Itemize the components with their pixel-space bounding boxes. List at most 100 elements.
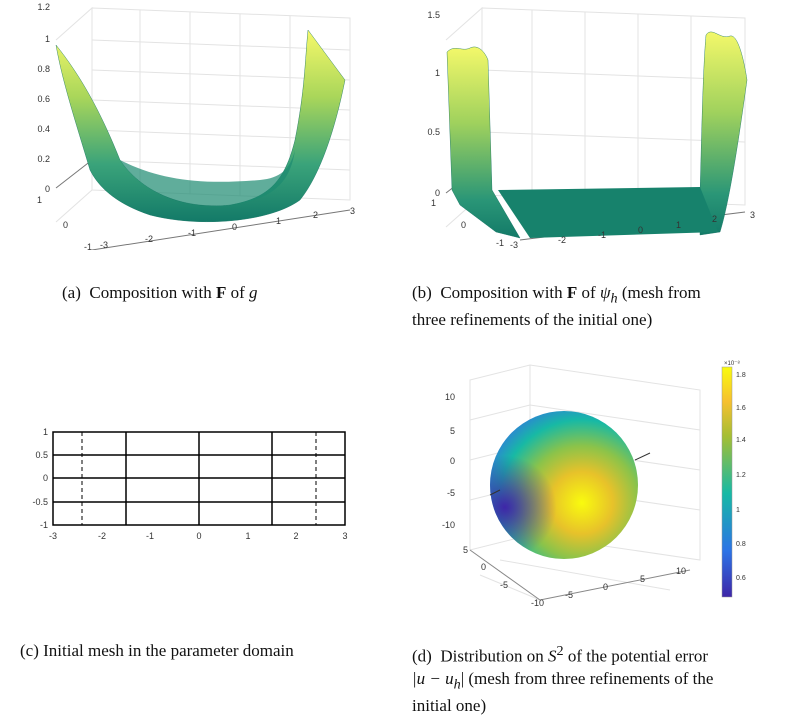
x-tick-label: 3	[350, 206, 355, 216]
caption-variable: S	[548, 646, 557, 666]
caption-text: of	[581, 283, 596, 302]
y-tick-label: -1	[496, 238, 504, 248]
x-tick-label: 0	[603, 582, 608, 592]
y-tick-label: 1	[43, 427, 48, 437]
y-tick-label: 0	[461, 220, 466, 230]
colorbar-tick: 1	[736, 507, 740, 514]
dashed-lines	[81, 432, 317, 525]
caption-text: of the potential error	[567, 646, 709, 666]
x-tick-label: 2	[712, 214, 717, 224]
caption-text: three refinements of the initial one)	[412, 310, 653, 330]
x-tick-label: 10	[676, 566, 686, 576]
x-tick-label: 1	[245, 531, 250, 541]
caption-label: (b)	[412, 283, 432, 302]
caption-text: initial one)	[412, 696, 487, 716]
panel-a: 0 0.2 0.4 0.6 0.8 1 1.2 1 0 -1 -3 -2 -1 …	[0, 0, 385, 252]
panel-d: 10 5 0 -5 -10 5 0 -5 -10 -5 0 5 10 ×10⁻⁸…	[440, 360, 785, 610]
caption-superscript: 2	[556, 643, 564, 659]
x-tick-label: 0	[638, 225, 643, 235]
z-tick-label: -10	[442, 520, 455, 530]
x-tick-label: 0	[196, 531, 201, 541]
y-tick-label: 0	[481, 562, 486, 572]
x-tick-label: -5	[565, 590, 573, 600]
x-tick-label: 1	[276, 216, 281, 226]
caption-text: |u − u	[412, 668, 454, 688]
caption-text: Distribution on	[440, 646, 544, 666]
z-tick-label: 1.2	[37, 2, 50, 12]
z-tick-label: 0.4	[37, 124, 50, 134]
z-tick-label: 0.6	[37, 94, 50, 104]
z-tick-label: 0	[450, 456, 455, 466]
x-tick-label: -2	[145, 234, 153, 244]
colorbar-tick: 0.8	[736, 541, 746, 548]
x-tick-label: 1	[676, 220, 681, 230]
colorbar-tick: 1.2	[736, 472, 746, 479]
z-tick-label: 1	[435, 68, 440, 78]
caption-text: (mesh from	[621, 283, 701, 302]
panel-b: 0 0.5 1 1.5 1 0 -1 -3 -2 -1 0 1 2 3	[400, 0, 785, 250]
mesh-plot: 1 0.5 0 -0.5 -1 -3 -2 -1 0 1 2 3	[32, 427, 347, 541]
x-tick-label: -2	[558, 235, 566, 245]
x-tick-label: -2	[98, 531, 106, 541]
surface-plot-psi: 0 0.5 1 1.5 1 0 -1 -3 -2 -1 0 1 2 3	[427, 6, 755, 250]
sphere-plot: 10 5 0 -5 -10 5 0 -5 -10 -5 0 5 10 ×10⁻⁸…	[442, 360, 746, 608]
colorbar-tick: 1.6	[736, 405, 746, 412]
z-tick-label: -5	[447, 488, 455, 498]
y-tick-label: 1	[431, 198, 436, 208]
x-tick-label: 3	[342, 531, 347, 541]
z-tick-label: 0	[435, 188, 440, 198]
x-tick-label: 5	[640, 574, 645, 584]
z-tick-label: 0.2	[37, 154, 50, 164]
caption-bold: F	[566, 283, 578, 302]
caption-b: (b) Composition with F of ψh (mesh from …	[412, 282, 784, 331]
x-tick-label: 2	[313, 210, 318, 220]
caption-text: | (mesh from three refinements of the	[460, 668, 714, 688]
caption-text: of	[230, 283, 245, 302]
y-tick-label: -10	[531, 598, 544, 608]
caption-text: Composition with	[440, 283, 563, 302]
mesh-grid	[52, 431, 346, 526]
caption-label: (a)	[62, 283, 81, 302]
x-tick-label: 2	[293, 531, 298, 541]
z-tick-label: 0.5	[427, 127, 440, 137]
y-tick-label: -1	[84, 242, 92, 250]
caption-a: (a) Composition with F of g	[62, 282, 258, 304]
colorbar-tick: 0.6	[736, 575, 746, 582]
colorbar-exponent: ×10⁻⁸	[724, 360, 740, 367]
z-tick-label: 1.5	[427, 10, 440, 20]
caption-text: Composition with	[89, 283, 212, 302]
x-tick-label: -3	[510, 240, 518, 250]
caption-variable: g	[249, 283, 258, 302]
surface-psi-floor	[498, 187, 718, 238]
y-tick-label: 1	[37, 195, 42, 205]
z-tick-label: 1	[45, 34, 50, 44]
z-tick-label: 0.8	[37, 64, 50, 74]
caption-bold: F	[215, 283, 227, 302]
surface-plot-g: 0 0.2 0.4 0.6 0.8 1 1.2 1 0 -1 -3 -2 -1 …	[37, 2, 355, 252]
y-tick-label: 5	[463, 545, 468, 555]
x-tick-label: -3	[100, 240, 108, 250]
caption-variable: ψ	[599, 283, 611, 302]
x-tick-label: -1	[598, 230, 606, 240]
y-tick-label: -1	[40, 520, 48, 530]
z-tick-label: 10	[445, 392, 455, 402]
x-tick-label: -3	[49, 531, 57, 541]
y-tick-label: -5	[500, 580, 508, 590]
y-tick-label: -0.5	[32, 497, 48, 507]
y-tick-label: 0	[63, 220, 68, 230]
y-tick-label: 0	[43, 473, 48, 483]
colorbar	[721, 366, 733, 598]
panel-c: 1 0.5 0 -0.5 -1 -3 -2 -1 0 1 2 3	[0, 420, 385, 560]
z-tick-label: 5	[450, 426, 455, 436]
caption-subscript: h	[610, 290, 618, 307]
caption-text: (c) Initial mesh in the parameter domain	[20, 641, 294, 660]
caption-subscript: h	[453, 676, 461, 693]
colorbar-tick: 1.4	[736, 437, 746, 444]
x-tick-label: 0	[232, 222, 237, 232]
colorbar-tick: 1.8	[736, 372, 746, 379]
y-tick-label: 0.5	[35, 450, 48, 460]
z-tick-label: 0	[45, 184, 50, 194]
x-tick-label: -1	[188, 228, 196, 238]
caption-d: (d) Distribution on S2 of the potential …	[412, 640, 784, 717]
caption-label: (d)	[412, 646, 432, 666]
